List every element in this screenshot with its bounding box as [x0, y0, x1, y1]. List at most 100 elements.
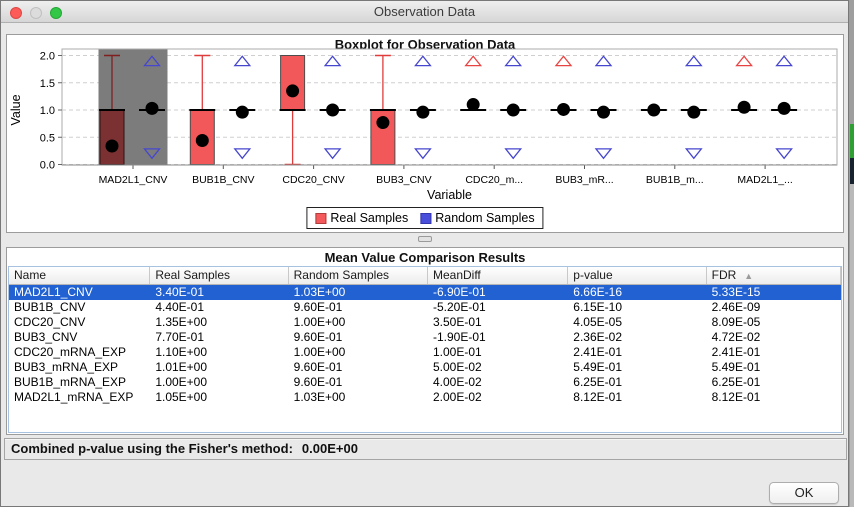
- boxplot-group-BUB1B_CNV[interactable]: BUB1B_CNV: [189, 54, 256, 187]
- table-cell: 5.00E-02: [432, 360, 482, 374]
- y-axis-title: Value: [9, 94, 23, 125]
- table-row[interactable]: BUB3_mRNA_EXP 1.01E+00 9.60E-01 5.00E-02 5.4…: [9, 360, 841, 375]
- table-row[interactable]: MAD2L1_CNV 3.40E-01 1.03E+00 -6.90E-01 6.66E…: [9, 285, 841, 300]
- table-row[interactable]: CDC20_mRNA_EXP 1.10E+00 1.00E+00 1.00E-01 2.…: [9, 345, 841, 360]
- chart-legend: Real Samples Random Samples: [306, 207, 544, 229]
- comparison-results-panel: Mean Value Comparison Results Name Real S…: [6, 247, 844, 435]
- max-marker-triangle-icon: [414, 55, 432, 67]
- table-cell: 1.01E+00: [155, 360, 208, 374]
- boxplot-panel: Boxplot for Observation Data 2.0 1.5 1.0 0.…: [6, 34, 844, 233]
- boxplot-group-BUB1B_m...[interactable]: BUB1B_m...: [640, 55, 707, 186]
- boxplot-group-MAD2L1_CNV[interactable]: MAD2L1_CNV: [99, 54, 168, 187]
- x-axis-tick-label: CDC20_m...: [465, 174, 523, 186]
- zoom-button[interactable]: [50, 6, 62, 19]
- table-cell: 1.00E+00: [155, 375, 208, 389]
- table-cell: CDC20_CNV: [14, 315, 86, 329]
- table-cell: 3.50E-01: [432, 315, 482, 329]
- boxplot-group-BUB3_mR...[interactable]: BUB3_mR...: [550, 55, 617, 186]
- table-cell: 9.60E-01: [293, 330, 343, 344]
- x-axis-tick-label: BUB1B_m...: [646, 174, 704, 186]
- sort-ascending-icon: ▲: [744, 271, 754, 281]
- column-header-label: Name: [14, 268, 47, 282]
- plot-area: [61, 48, 838, 166]
- mean-dot-real: [105, 139, 119, 153]
- boxplot-group-MAD2L1_...[interactable]: MAD2L1_...: [731, 55, 798, 186]
- max-marker-triangle-icon: [554, 55, 573, 67]
- min-marker-triangle-icon: [233, 148, 252, 160]
- table-cell: 5.49E-01: [573, 360, 622, 374]
- table-cell: 5.33E-15: [711, 285, 761, 299]
- table-cell: 2.00E-02: [432, 390, 482, 404]
- mean-dot-random: [326, 103, 340, 117]
- max-marker-triangle-icon: [143, 55, 161, 67]
- column-header-real-samples[interactable]: Real Samples: [150, 267, 289, 284]
- random-samples-swatch-icon: [420, 212, 432, 224]
- table-row[interactable]: MAD2L1_mRNA_EXP 1.05E+00 1.03E+00 2.00E-02 8…: [9, 390, 841, 405]
- y-axis-tick-label: 0.0: [40, 160, 55, 172]
- mean-dot-real: [286, 84, 300, 98]
- table-cell: 1.03E+00: [293, 390, 346, 404]
- table-row[interactable]: CDC20_CNV 1.35E+00 1.00E+00 3.50E-01 4.05E-0…: [9, 315, 841, 330]
- table-row[interactable]: BUB1B_mRNA_EXP 1.00E+00 9.60E-01 4.00E-02 6.…: [9, 375, 841, 390]
- x-axis-tick-label: MAD2L1_...: [737, 174, 792, 186]
- box: [280, 55, 306, 111]
- table-header-row: Name Real Samples Random Samples MeanDiff p-…: [9, 267, 841, 285]
- boxplot-group-CDC20_m...[interactable]: CDC20_m...: [460, 55, 527, 186]
- min-marker-triangle-icon: [594, 148, 613, 160]
- box: [99, 109, 125, 165]
- x-axis-tick-label: CDC20_CNV: [282, 174, 344, 186]
- column-header-label: Random Samples: [293, 268, 390, 282]
- column-header-label: MeanDiff: [432, 268, 481, 282]
- y-axis-tick-label: 1.0: [40, 105, 55, 117]
- table-cell: -6.90E-01: [432, 285, 486, 299]
- splitter-handle[interactable]: [417, 236, 432, 242]
- table-cell: 9.60E-01: [293, 360, 343, 374]
- column-header-label: p-value: [573, 268, 613, 282]
- table-cell: BUB3_CNV: [14, 330, 78, 344]
- column-header-p-value[interactable]: p-value: [568, 267, 707, 284]
- boxplot-group-CDC20_CNV[interactable]: CDC20_CNV: [279, 55, 346, 187]
- max-marker-triangle-icon: [323, 55, 342, 67]
- boxplot-group-BUB3_CNV[interactable]: BUB3_CNV: [369, 54, 436, 187]
- table-cell: CDC20_mRNA_EXP: [14, 345, 127, 359]
- table-row[interactable]: BUB1B_CNV 4.40E-01 9.60E-01 -5.20E-01 6.15E-…: [9, 300, 841, 315]
- mean-dot-random: [506, 103, 520, 117]
- x-axis-title: Variable: [427, 188, 472, 202]
- legend-label-random: Random Samples: [435, 211, 535, 225]
- table-cell: 8.12E-01: [573, 390, 622, 404]
- table-cell: 1.05E+00: [155, 390, 208, 404]
- min-marker-triangle-icon: [414, 148, 432, 160]
- status-bar: Combined p-value using the Fisher's meth…: [4, 438, 847, 460]
- ok-button[interactable]: OK: [769, 482, 839, 504]
- background-fragment: [850, 184, 854, 507]
- column-header-name[interactable]: Name: [9, 267, 151, 284]
- close-button[interactable]: [10, 6, 22, 19]
- max-marker-triangle-icon: [684, 55, 703, 67]
- table-cell: 1.10E+00: [155, 345, 208, 359]
- max-marker-triangle-icon: [735, 55, 753, 67]
- table-cell: 6.15E-10: [573, 300, 622, 314]
- table-cell: 9.60E-01: [293, 300, 343, 314]
- legend-item-real: Real Samples: [315, 211, 408, 225]
- column-header-random-samples[interactable]: Random Samples: [289, 267, 428, 284]
- mean-dot-real: [466, 98, 480, 112]
- box: [370, 109, 396, 165]
- table-cell: BUB3_mRNA_EXP: [14, 360, 119, 374]
- table-cell: 6.25E-01: [711, 375, 761, 389]
- table-row[interactable]: BUB3_CNV 7.70E-01 9.60E-01 -1.90E-01 2.36E-0…: [9, 330, 841, 345]
- column-header-meandiff[interactable]: MeanDiff: [428, 267, 569, 284]
- table-cell: MAD2L1_mRNA_EXP: [14, 390, 134, 404]
- table-cell: MAD2L1_CNV: [14, 285, 93, 299]
- legend-label-real: Real Samples: [330, 211, 409, 225]
- table-cell: 4.05E-05: [573, 315, 622, 329]
- boxplot-canvas[interactable]: 2.0 1.5 1.0 0.5 0.0 MAD2L1_CNV BUB1B_CNV CDC20_…: [7, 35, 843, 232]
- titlebar: Observation Data: [1, 1, 848, 23]
- table-cell: 8.09E-05: [711, 315, 761, 329]
- mean-dot-real: [376, 116, 390, 130]
- min-marker-triangle-icon: [684, 148, 703, 160]
- x-axis-tick-label: BUB3_CNV: [376, 174, 431, 186]
- table-cell: 6.66E-16: [573, 285, 622, 299]
- column-header-fdr[interactable]: FDR ▲: [707, 267, 841, 284]
- table-cell: 4.00E-02: [432, 375, 482, 389]
